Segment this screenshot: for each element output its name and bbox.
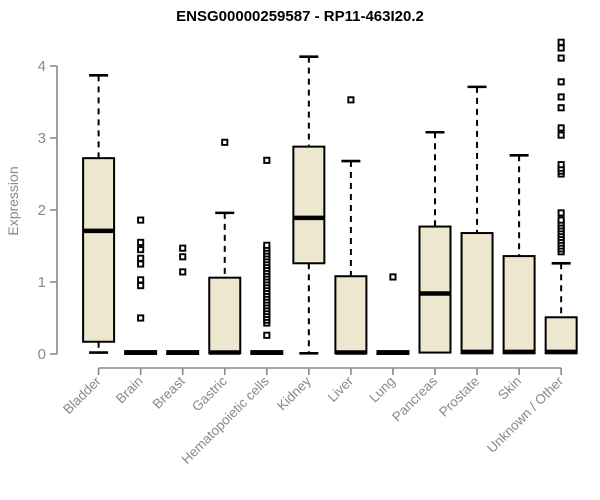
x-tick-label-liver: Liver (325, 373, 357, 405)
boxplot-pancreas (418, 130, 452, 354)
outlier-point (179, 244, 187, 252)
outlier-point (557, 38, 565, 46)
x-tick-label-pancreas: Pancreas (389, 373, 440, 424)
x-tick-label-kidney: Kidney (274, 373, 314, 413)
outlier-point (263, 331, 271, 339)
box (502, 255, 536, 355)
outlier-point (557, 216, 565, 224)
outlier-point (137, 216, 145, 224)
outlier-point (557, 209, 565, 217)
boxplot-lung (376, 273, 410, 355)
outlier-point (347, 96, 355, 104)
outlier-point (137, 282, 145, 290)
outlier-point (263, 156, 271, 164)
outlier-point (137, 238, 145, 246)
outlier-point (137, 254, 145, 262)
y-tick-label-1: 1 (38, 274, 46, 291)
box (418, 225, 452, 354)
outlier-point (137, 276, 145, 284)
outlier-point (557, 78, 565, 86)
box (208, 276, 242, 355)
outlier-point (179, 268, 187, 276)
outlier-point (557, 104, 565, 112)
boxplot-kidney (292, 55, 326, 355)
boxplot-bladder (82, 74, 116, 354)
outlier-point (137, 314, 145, 322)
boxplot-breast (166, 244, 200, 355)
outlier-point (557, 54, 565, 62)
x-tick-label-skin: Skin (495, 374, 524, 403)
x-tick-label-gastric: Gastric (189, 373, 230, 414)
outlier-point (137, 246, 145, 254)
outlier-point (557, 93, 565, 101)
outlier-point (137, 260, 145, 268)
y-tick-label-3: 3 (38, 130, 46, 147)
outlier-point (557, 161, 565, 169)
outlier-point (389, 273, 397, 281)
box (292, 145, 326, 265)
plot-title: ENSG00000259587 - RP11-463I20.2 (176, 8, 424, 25)
boxplot-prostate (460, 85, 494, 355)
x-tick-label-prostate: Prostate (436, 374, 482, 420)
x-tick-label-brain: Brain (113, 374, 146, 407)
outlier-point (263, 241, 271, 249)
outlier-point (179, 253, 187, 261)
outlier-point (557, 44, 565, 52)
boxplot-gastric (208, 138, 242, 355)
outlier-point (557, 124, 565, 132)
x-tick-label-lung: Lung (366, 374, 398, 406)
box (82, 157, 116, 343)
y-tick-label-0: 0 (38, 346, 46, 363)
boxplot-unknown-other (544, 38, 578, 355)
x-tick-label-unknown-other: Unknown / Other (484, 373, 567, 456)
y-tick-label-2: 2 (38, 202, 46, 219)
boxplot-brain (124, 216, 158, 355)
x-tick-label-breast: Breast (150, 373, 188, 411)
outlier-point (221, 138, 229, 146)
x-tick-label-bladder: Bladder (60, 373, 104, 417)
box (334, 275, 368, 355)
box (544, 316, 578, 355)
boxplot-liver (334, 96, 368, 355)
outlier-point (557, 131, 565, 139)
boxplot-skin (502, 153, 536, 355)
box (460, 232, 494, 355)
boxplot-hematopoietic-cells (250, 156, 284, 355)
y-tick-label-4: 4 (38, 58, 46, 75)
